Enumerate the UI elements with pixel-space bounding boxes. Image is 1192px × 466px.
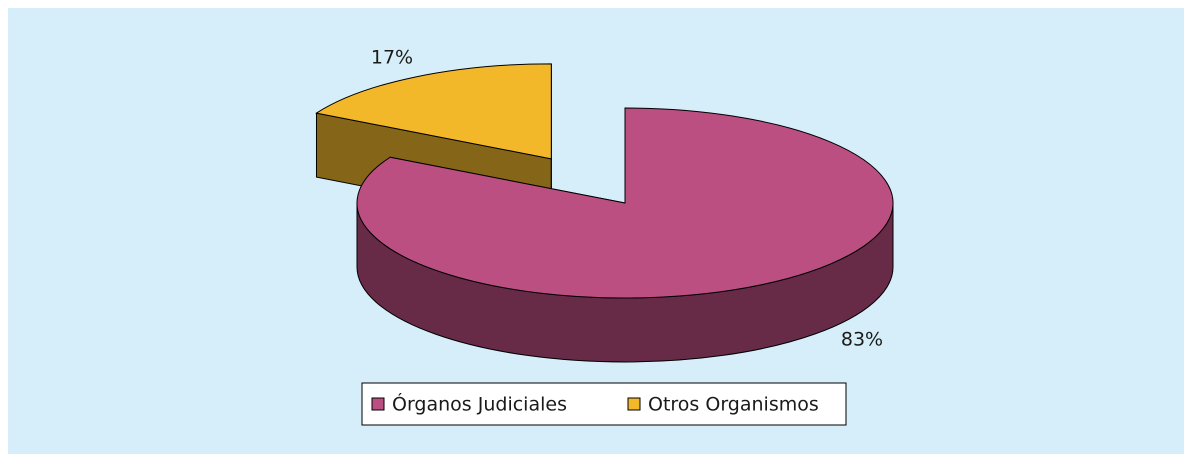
legend-swatch	[371, 397, 385, 411]
legend: Órganos Judiciales Otros Organismos	[371, 392, 819, 416]
slice	[315, 63, 552, 160]
legend-swatch	[627, 397, 641, 411]
legend-label: Otros Organismos	[648, 394, 819, 416]
pie: 83% 17%	[315, 47, 894, 363]
legend-label: Órganos Judiciales	[392, 392, 567, 416]
legend-box	[361, 382, 847, 426]
slice	[356, 107, 894, 299]
data-label: 17%	[371, 47, 413, 69]
data-label: 83%	[841, 329, 883, 351]
